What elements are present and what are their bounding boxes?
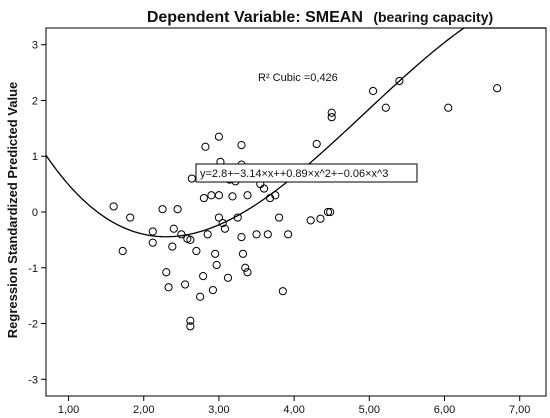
equation-label: y=2.8+−3.14×x++0.89×x^2+−0.06×x^3 [200,168,388,180]
data-point [187,174,196,183]
data-point [196,292,205,301]
data-point [201,142,210,151]
x-tick-label: 2,00 [133,404,154,416]
data-point [162,268,171,277]
data-point [237,140,246,150]
chart-title: Dependent Variable: SMEAN (bearing capac… [147,9,493,26]
y-tick-label: -1 [28,263,38,275]
data-point [214,132,224,141]
data-point [243,268,252,277]
data-point [214,213,224,222]
x-tick-label: 7,00 [509,404,530,416]
data-point [259,184,269,193]
data-point [284,230,293,239]
data-point [192,246,201,256]
data-point [220,224,230,233]
data-point [241,263,250,272]
data-point [186,322,195,331]
data-point [252,230,261,239]
data-point [169,224,178,233]
data-points [109,76,502,331]
data-point [177,230,186,239]
data-point [327,108,336,117]
y-tick-label: 2 [32,95,38,107]
data-point [158,205,167,214]
y-tick-label: 0 [32,207,38,219]
data-point [223,273,233,282]
r-squared-annotation: R² Cubic =0,426 [258,72,338,84]
data-point [263,230,272,239]
x-tick-label: 6,00 [434,404,455,416]
y-tick-label: -3 [28,374,38,386]
data-point [237,232,246,242]
data-point [199,272,208,281]
data-point [214,191,224,200]
data-point [228,192,237,201]
data-point [278,287,287,296]
data-point [164,283,173,292]
data-point [148,227,157,236]
equation-box: y=2.8+−3.14×x++0.89×x^2+−0.06×x^3 [195,163,418,183]
data-point [218,219,227,228]
fit-line-group [45,27,546,238]
data-point [274,213,284,222]
data-point [395,76,404,86]
data-point [312,139,321,149]
x-axis-ticks: 1,00 2,00 3,00 4,00 5,00 6,00 7,00 [58,396,530,416]
y-tick-label: 1 [32,151,38,163]
data-point [326,207,335,217]
data-point [173,205,182,214]
data-point [208,285,218,295]
x-tick-label: 5,00 [359,404,380,416]
data-point [212,260,221,270]
data-point [368,86,378,96]
data-point [203,230,212,239]
data-point [148,238,157,247]
data-point [181,280,190,289]
data-point [243,191,252,200]
data-point [381,103,390,112]
y-tick-label: 3 [32,40,38,52]
data-point [444,103,453,112]
data-point [186,316,195,325]
data-point [126,213,135,222]
data-point [238,249,248,258]
data-point [323,207,333,217]
data-point [211,249,220,258]
y-axis-label: Regression Standardized Predicted Value [5,82,20,338]
y-axis-ticks: -3 -2 -1 0 1 2 3 [28,40,46,386]
data-point [493,84,502,93]
data-point [316,214,325,223]
data-point [199,193,208,203]
data-point [118,246,127,256]
chart-title-main: Dependent Variable: SMEAN [147,9,363,26]
data-point [233,213,242,222]
data-point [207,191,216,200]
x-tick-label: 3,00 [208,404,229,416]
x-tick-label: 1,00 [58,404,79,416]
chart-subtitle: (bearing capacity) [373,9,493,25]
cubic-fit-line [45,27,546,238]
equation-box-frame [195,163,418,183]
x-tick-label: 4,00 [283,404,304,416]
data-point [109,202,118,211]
data-point [271,191,280,200]
data-point [327,113,336,122]
data-point [306,216,315,225]
y-tick-label: -2 [28,319,38,331]
data-point [168,242,177,251]
data-point [186,235,195,244]
